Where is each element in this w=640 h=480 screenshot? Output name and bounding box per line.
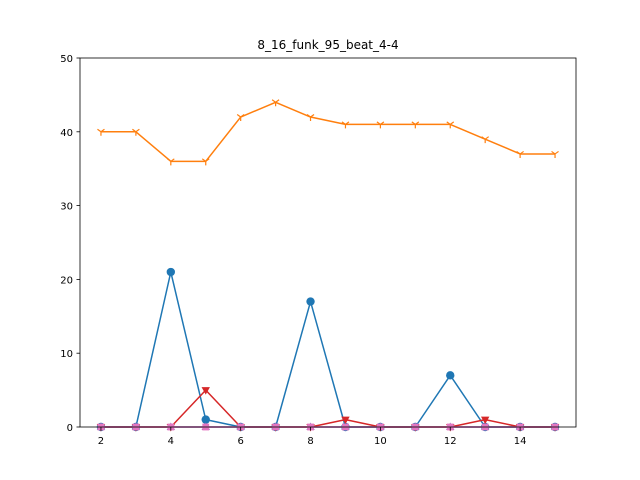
y-tick-label: 50 bbox=[60, 54, 73, 65]
x-tick-label: 6 bbox=[237, 436, 243, 447]
chart-title: 8_16_funk_95_beat_4-4 bbox=[257, 38, 398, 52]
x-tick-label: 8 bbox=[307, 436, 313, 447]
series-2-point bbox=[516, 150, 524, 158]
series-1-point bbox=[306, 297, 315, 306]
series-1-point bbox=[201, 415, 210, 424]
series-1-point bbox=[446, 371, 455, 380]
series-2-point bbox=[166, 158, 175, 166]
series-1-point bbox=[166, 267, 176, 277]
series-4-line bbox=[100, 389, 556, 428]
series-2-point bbox=[376, 121, 385, 129]
plot-frame bbox=[79, 57, 577, 428]
series-1-line bbox=[100, 271, 556, 428]
series-2-point bbox=[446, 121, 455, 129]
series-layer bbox=[96, 99, 560, 432]
y-tick-label: 40 bbox=[60, 128, 73, 139]
series-4-point bbox=[341, 416, 350, 425]
y-tick-label: 20 bbox=[60, 275, 73, 286]
x-tick-label: 10 bbox=[374, 436, 387, 447]
series-4 bbox=[96, 387, 560, 432]
axes-layer: 2 4 6 8 10 12 14 0 10 20 30 40 50 bbox=[60, 54, 577, 447]
series-1 bbox=[96, 267, 560, 432]
series-2-point bbox=[411, 121, 420, 129]
x-tick-label: 4 bbox=[168, 436, 174, 447]
series-2-point bbox=[132, 128, 140, 136]
series-2-point bbox=[306, 114, 315, 122]
x-tick-label: 12 bbox=[444, 436, 457, 447]
series-4-point bbox=[201, 387, 210, 395]
series-2-point bbox=[551, 150, 559, 158]
y-tick-label: 30 bbox=[60, 202, 73, 213]
series-2-point bbox=[201, 158, 210, 166]
series-2-point bbox=[236, 114, 245, 122]
y-tick-label: 10 bbox=[60, 349, 73, 360]
series-2-point bbox=[341, 121, 350, 129]
x-tick-label: 2 bbox=[98, 436, 104, 447]
series-2-point bbox=[271, 99, 280, 107]
series-2-point bbox=[97, 128, 105, 136]
series-2-line bbox=[100, 101, 556, 163]
y-tick-label: 0 bbox=[67, 423, 73, 434]
x-tick-label: 14 bbox=[514, 436, 527, 447]
series-4-point bbox=[480, 416, 490, 425]
series-2 bbox=[97, 99, 559, 166]
series-2-point bbox=[481, 136, 490, 144]
